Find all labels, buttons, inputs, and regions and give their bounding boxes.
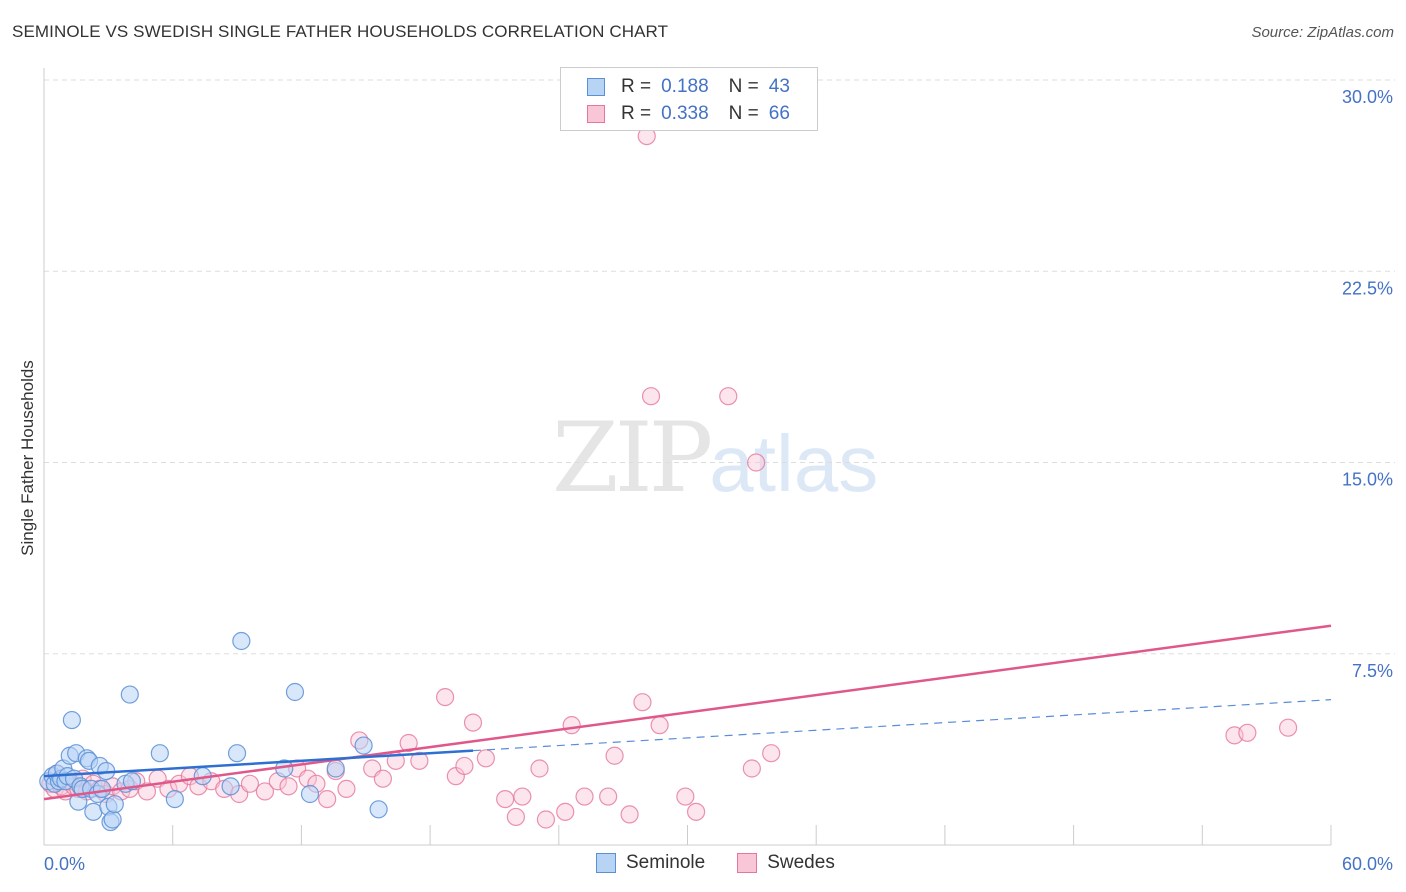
- y-axis-label: Single Father Households: [18, 360, 37, 556]
- swedes-point: [633, 693, 652, 712]
- swedes-point: [373, 769, 393, 788]
- swedes-point: [762, 744, 781, 763]
- swedes-point: [530, 759, 549, 778]
- swedes-point: [1278, 718, 1298, 737]
- swedes-point: [536, 810, 556, 829]
- legend-item-swedes[interactable]: Swedes: [737, 852, 835, 874]
- seminole-point: [105, 795, 124, 814]
- swedes-point: [513, 787, 532, 806]
- seminole-trend-extension: [472, 699, 1332, 752]
- legend-label-seminole: Seminole: [626, 852, 706, 873]
- swedes-point: [476, 749, 495, 768]
- seminole-legend-swatch: [596, 853, 616, 873]
- chart-title: SEMINOLE VS SWEDISH SINGLE FATHER HOUSEH…: [12, 22, 669, 41]
- source-credit: Source: ZipAtlas.com: [1251, 24, 1394, 41]
- swedes-point: [676, 787, 695, 806]
- x-tick-label: 60.0%: [1342, 854, 1393, 874]
- swedes-trend-line: [43, 624, 1332, 801]
- seminole-swatch: [587, 78, 605, 96]
- swedes-point: [496, 789, 515, 809]
- swedes-point: [599, 787, 618, 806]
- legend-label-swedes: Swedes: [767, 852, 835, 873]
- n-label: N =: [728, 76, 759, 97]
- swedes-point: [137, 782, 157, 801]
- x-tick-label: 0.0%: [44, 854, 85, 874]
- seminole-point: [227, 744, 247, 763]
- n-value: 66: [768, 103, 790, 124]
- swedes-point: [279, 777, 298, 796]
- correlation-legend: R = 0.188 N = 43 R = 0.338 N = 66: [560, 67, 818, 131]
- swedes-point: [455, 756, 474, 776]
- seminole-point: [326, 759, 345, 778]
- seminole-point: [300, 784, 320, 804]
- swedes-point: [255, 782, 275, 801]
- legend-row-swedes: R = 0.338 N = 66: [587, 103, 790, 125]
- seminole-point: [150, 744, 169, 763]
- swedes-point: [747, 453, 766, 472]
- seminole-point: [354, 736, 373, 755]
- swedes-point: [506, 807, 526, 827]
- swedes-point: [686, 802, 706, 821]
- swedes-point: [337, 779, 356, 799]
- swedes-swatch: [587, 105, 605, 123]
- swedes-point: [650, 716, 669, 735]
- swedes-point: [719, 387, 738, 406]
- seminole-point: [221, 777, 240, 796]
- y-tick-label: 7.5%: [1352, 661, 1393, 681]
- n-label: N =: [728, 103, 759, 124]
- series-legend: Seminole Swedes: [596, 852, 867, 874]
- swedes-point: [620, 805, 639, 824]
- r-label: R =: [621, 76, 652, 97]
- swedes-point: [240, 774, 260, 793]
- r-label: R =: [621, 103, 652, 124]
- swedes-point: [410, 751, 429, 770]
- swedes-point: [1238, 723, 1257, 742]
- swedes-point: [641, 387, 661, 406]
- swedes-point: [605, 746, 624, 765]
- r-value: 0.338: [661, 103, 709, 124]
- seminole-point: [232, 631, 251, 651]
- seminole-point: [285, 682, 305, 702]
- swedes-legend-swatch: [737, 853, 758, 873]
- seminole-point: [120, 685, 139, 704]
- swedes-point: [562, 716, 581, 735]
- seminole-point: [92, 779, 112, 799]
- swedes-point: [436, 687, 455, 707]
- seminole-point: [165, 789, 184, 809]
- seminole-point: [103, 810, 122, 829]
- legend-item-seminole[interactable]: Seminole: [596, 852, 705, 874]
- n-value: 43: [768, 76, 790, 97]
- swedes-point: [575, 787, 594, 806]
- swedes-point: [399, 733, 418, 753]
- y-tick-label: 15.0%: [1342, 470, 1393, 490]
- swedes-point: [742, 759, 761, 778]
- y-tick-label: 30.0%: [1342, 87, 1393, 107]
- legend-row-seminole: R = 0.188 N = 43: [587, 76, 790, 98]
- seminole-trend-line: [43, 749, 474, 778]
- y-tick-label: 22.5%: [1342, 278, 1393, 298]
- swedes-point: [556, 802, 575, 821]
- seminole-point: [84, 802, 103, 821]
- r-value: 0.188: [661, 76, 709, 97]
- seminole-point: [62, 710, 81, 730]
- seminole-point: [369, 800, 388, 819]
- swedes-point: [463, 713, 483, 732]
- swedes-point: [318, 789, 337, 809]
